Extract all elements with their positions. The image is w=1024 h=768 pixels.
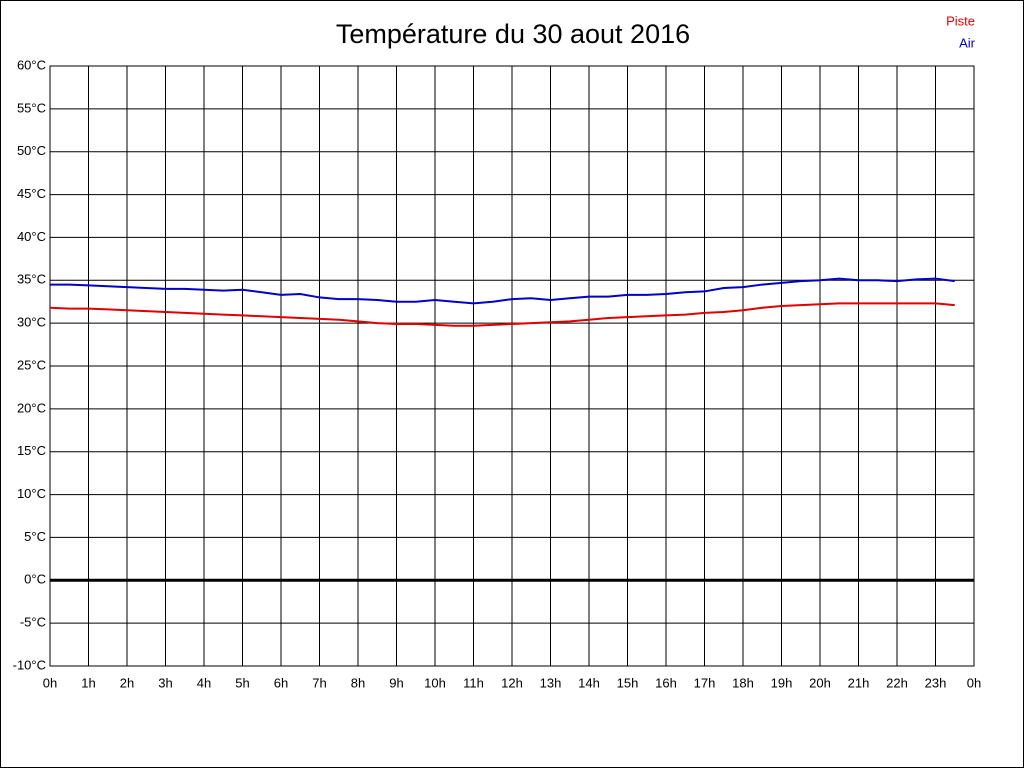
x-tick-label: 0h xyxy=(43,675,57,690)
data-line xyxy=(50,277,955,305)
y-tick-label: 35°C xyxy=(17,272,46,287)
y-tick-label: 25°C xyxy=(17,357,46,372)
x-tick-label: 23h xyxy=(925,675,947,690)
x-tick-label: 7h xyxy=(312,675,326,690)
y-tick-label: 10°C xyxy=(17,486,46,501)
y-tick-label: 5°C xyxy=(24,529,46,544)
x-tick-label: 5h xyxy=(235,675,249,690)
x-tick-label: 2h xyxy=(120,675,134,690)
x-tick-label: 22h xyxy=(886,675,908,690)
x-tick-label: 17h xyxy=(694,675,716,690)
legend-label: Piste xyxy=(946,13,975,28)
chart-title: Température du 30 aout 2016 xyxy=(336,19,690,49)
y-tick-label: 30°C xyxy=(17,315,46,330)
x-tick-label: 3h xyxy=(158,675,172,690)
x-tick-label: 12h xyxy=(501,675,523,690)
y-tick-label: 40°C xyxy=(17,229,46,244)
x-tick-label: 20h xyxy=(809,675,831,690)
x-tick-label: 4h xyxy=(197,675,211,690)
x-tick-label: 0h xyxy=(967,675,981,690)
y-tick-label: 50°C xyxy=(17,143,46,158)
x-tick-label: 15h xyxy=(617,675,639,690)
y-tick-label: 45°C xyxy=(17,186,46,201)
x-tick-label: 13h xyxy=(540,675,562,690)
x-tick-label: 8h xyxy=(351,675,365,690)
y-tick-label: -5°C xyxy=(20,615,46,630)
x-tick-label: 18h xyxy=(732,675,754,690)
x-tick-label: 14h xyxy=(578,675,600,690)
y-tick-label: 55°C xyxy=(17,100,46,115)
x-tick-label: 16h xyxy=(655,675,677,690)
x-tick-label: 6h xyxy=(274,675,288,690)
x-tick-label: 10h xyxy=(424,675,446,690)
x-tick-label: 21h xyxy=(848,675,870,690)
legend-label: Air xyxy=(959,35,976,50)
y-tick-label: -10°C xyxy=(13,657,46,672)
y-tick-label: 60°C xyxy=(17,57,46,72)
data-line xyxy=(49,302,955,327)
x-tick-label: 9h xyxy=(389,675,403,690)
x-tick-label: 1h xyxy=(81,675,95,690)
x-tick-label: 11h xyxy=(463,675,484,690)
x-tick-label: 19h xyxy=(771,675,793,690)
y-tick-label: 0°C xyxy=(24,572,46,587)
y-tick-label: 20°C xyxy=(17,400,46,415)
y-tick-label: 15°C xyxy=(17,443,46,458)
